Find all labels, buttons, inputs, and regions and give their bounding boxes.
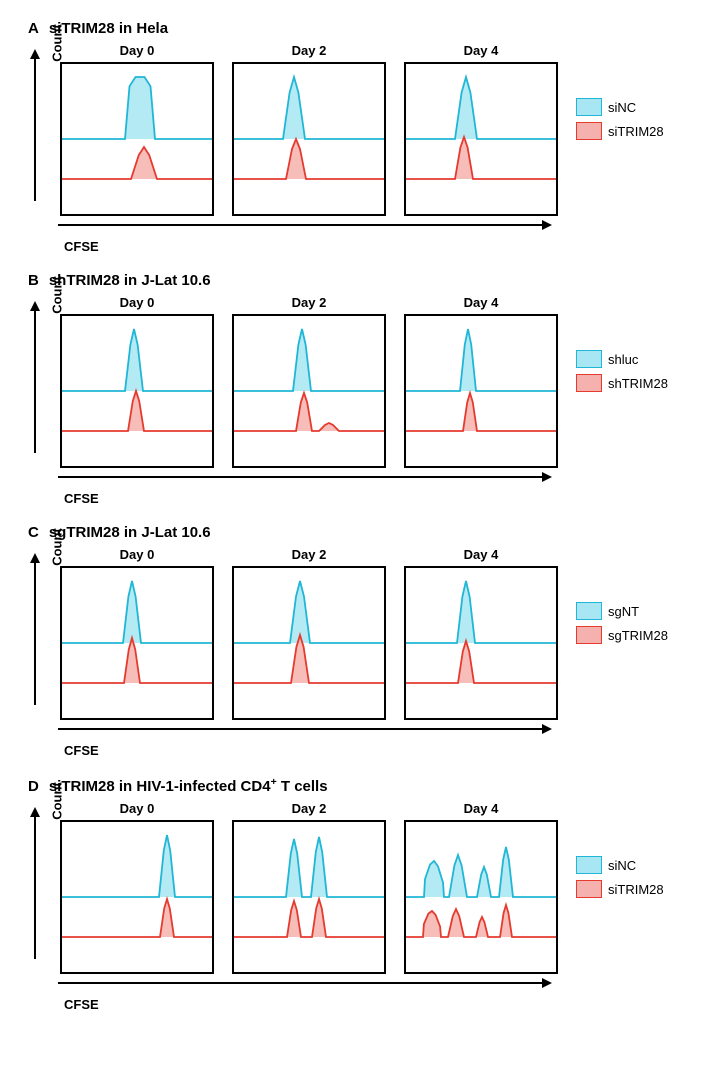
panel-title-text: siTRIM28 in Hela	[49, 20, 168, 37]
legend-swatch	[576, 626, 602, 644]
legend-item: siTRIM28	[576, 122, 664, 140]
x-axis: CFSE	[60, 974, 558, 1012]
day-label: Day 2	[292, 801, 327, 816]
day-label: Day 0	[120, 295, 155, 310]
y-axis-label: Count	[49, 276, 64, 314]
legend-swatch	[576, 374, 602, 392]
panel-A: AsiTRIM28 in Hela CountDay 0 Day 2 Day 4…	[20, 20, 704, 254]
day-label: Day 0	[120, 43, 155, 58]
x-axis-label: CFSE	[64, 743, 99, 758]
histogram-plot	[232, 314, 386, 468]
histogram-plot	[404, 314, 558, 468]
plots-row: Day 0 Day 2 Day 4	[60, 295, 558, 468]
histogram-plot	[60, 62, 214, 216]
plot-Day-2: Day 2	[232, 547, 386, 720]
plot-Day-0: Day 0	[60, 295, 214, 468]
panel-title: CsgTRIM28 in J-Lat 10.6	[28, 524, 704, 541]
histogram-plot	[60, 314, 214, 468]
plot-Day-2: Day 2	[232, 295, 386, 468]
day-label: Day 4	[464, 547, 499, 562]
panel-title-text: siTRIM28 in HIV-1-infected CD4+ T cells	[49, 778, 328, 795]
legend: sgNT sgTRIM28	[576, 602, 668, 650]
histogram-plot	[404, 566, 558, 720]
plot-Day-2: Day 2	[232, 43, 386, 216]
panel-title: AsiTRIM28 in Hela	[28, 20, 704, 37]
legend-swatch	[576, 98, 602, 116]
y-axis-label: Count	[49, 24, 64, 62]
legend-item: sgTRIM28	[576, 626, 668, 644]
panel-letter: B	[28, 272, 39, 289]
legend-swatch	[576, 856, 602, 874]
plot-Day-4: Day 4	[404, 801, 558, 974]
plots-row: Day 0 Day 2 Day 4	[60, 43, 558, 216]
panel-D: DsiTRIM28 in HIV-1-infected CD4+ T cells…	[20, 776, 704, 1012]
panel-letter: C	[28, 524, 39, 541]
day-label: Day 2	[292, 547, 327, 562]
plot-Day-4: Day 4	[404, 295, 558, 468]
legend-label: shTRIM28	[608, 376, 668, 391]
day-label: Day 0	[120, 547, 155, 562]
legend-label: siNC	[608, 858, 636, 873]
legend-label: sgTRIM28	[608, 628, 668, 643]
legend-item: siNC	[576, 856, 664, 874]
plot-Day-4: Day 4	[404, 43, 558, 216]
x-axis: CFSE	[60, 468, 558, 506]
legend: shluc shTRIM28	[576, 350, 668, 398]
plot-Day-4: Day 4	[404, 547, 558, 720]
day-label: Day 4	[464, 801, 499, 816]
plot-Day-0: Day 0	[60, 547, 214, 720]
legend: siNC siTRIM28	[576, 98, 664, 146]
day-label: Day 0	[120, 801, 155, 816]
y-axis-label: Count	[49, 782, 64, 820]
day-label: Day 4	[464, 295, 499, 310]
legend-item: sgNT	[576, 602, 668, 620]
x-axis-label: CFSE	[64, 997, 99, 1012]
y-axis-label: Count	[49, 528, 64, 566]
x-axis-label: CFSE	[64, 239, 99, 254]
legend-item: siTRIM28	[576, 880, 664, 898]
legend-label: siTRIM28	[608, 124, 664, 139]
legend-item: shTRIM28	[576, 374, 668, 392]
legend-label: siNC	[608, 100, 636, 115]
histogram-plot	[404, 62, 558, 216]
legend-label: sgNT	[608, 604, 639, 619]
panel-letter: D	[28, 778, 39, 795]
x-axis: CFSE	[60, 720, 558, 758]
legend-item: siNC	[576, 98, 664, 116]
legend: siNC siTRIM28	[576, 856, 664, 904]
x-axis-label: CFSE	[64, 491, 99, 506]
plots-row: Day 0 Day 2 Day 4	[60, 801, 558, 974]
panel-title-text: sgTRIM28 in J-Lat 10.6	[49, 524, 211, 541]
legend-swatch	[576, 602, 602, 620]
panel-title: DsiTRIM28 in HIV-1-infected CD4+ T cells	[28, 776, 704, 795]
panel-B: BshTRIM28 in J-Lat 10.6 CountDay 0 Day 2…	[20, 272, 704, 506]
legend-swatch	[576, 350, 602, 368]
legend-label: shluc	[608, 352, 638, 367]
legend-swatch	[576, 880, 602, 898]
histogram-plot	[232, 566, 386, 720]
plot-Day-0: Day 0	[60, 801, 214, 974]
day-label: Day 4	[464, 43, 499, 58]
day-label: Day 2	[292, 43, 327, 58]
panel-title-text: shTRIM28 in J-Lat 10.6	[49, 272, 211, 289]
legend-item: shluc	[576, 350, 668, 368]
plot-Day-2: Day 2	[232, 801, 386, 974]
legend-swatch	[576, 122, 602, 140]
legend-label: siTRIM28	[608, 882, 664, 897]
panel-letter: A	[28, 20, 39, 37]
histogram-plot	[60, 566, 214, 720]
histogram-plot	[404, 820, 558, 974]
day-label: Day 2	[292, 295, 327, 310]
histogram-plot	[60, 820, 214, 974]
panel-title: BshTRIM28 in J-Lat 10.6	[28, 272, 704, 289]
histogram-plot	[232, 62, 386, 216]
plot-Day-0: Day 0	[60, 43, 214, 216]
plots-row: Day 0 Day 2 Day 4	[60, 547, 558, 720]
histogram-plot	[232, 820, 386, 974]
x-axis: CFSE	[60, 216, 558, 254]
panel-C: CsgTRIM28 in J-Lat 10.6 CountDay 0 Day 2…	[20, 524, 704, 758]
